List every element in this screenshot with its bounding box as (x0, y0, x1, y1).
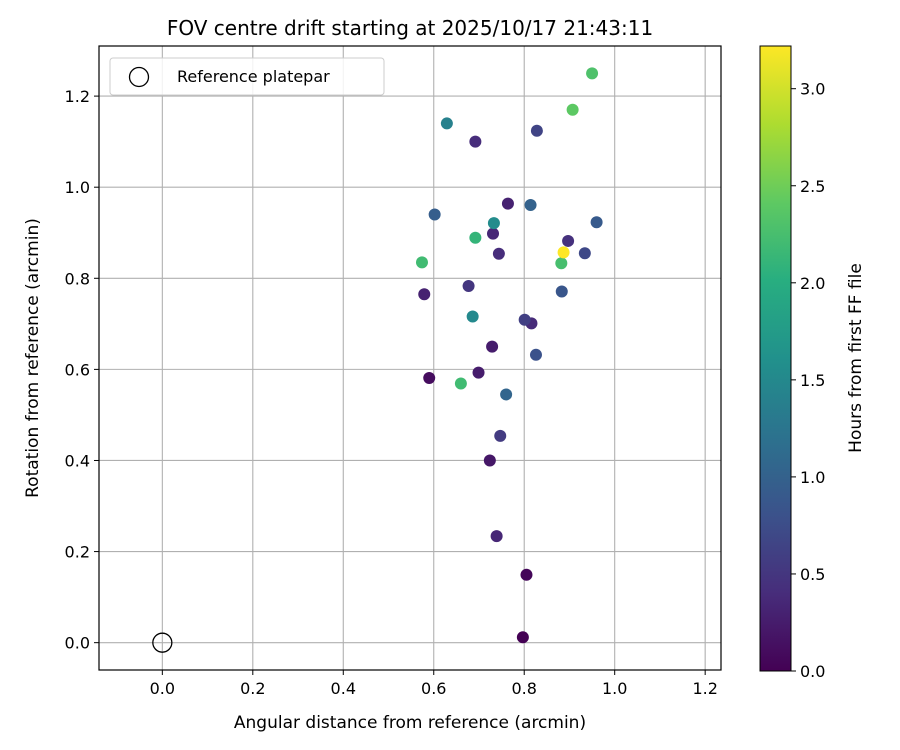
reference-platepar-marker (152, 632, 173, 653)
data-point (487, 217, 500, 230)
legend-marker-open-circle (128, 66, 150, 88)
data-points (415, 67, 603, 644)
y-tick-label: 0.0 (65, 634, 90, 653)
data-point (566, 103, 579, 116)
y-tick-label: 0.4 (65, 451, 90, 470)
data-point (490, 530, 503, 543)
data-point (529, 348, 542, 361)
colorbar-tick-label: 1.0 (800, 468, 825, 487)
y-axis-label: Rotation from reference (arcmin) (23, 218, 43, 498)
data-point (483, 454, 496, 467)
data-point (500, 388, 513, 401)
colorbar-tick-label: 2.0 (800, 274, 825, 293)
data-point (440, 117, 453, 130)
y-tick-label: 1.0 (65, 178, 90, 197)
x-axis-ticks: 0.0 0.2 0.4 0.6 0.8 1.0 1.2 (150, 670, 718, 698)
data-point (524, 198, 537, 211)
grid (99, 46, 721, 670)
y-tick-label: 1.2 (65, 87, 90, 106)
data-point (578, 247, 591, 260)
colorbar-label: Hours from first FF file (846, 263, 866, 453)
data-point (466, 310, 479, 323)
data-point (486, 340, 499, 353)
y-tick-label: 0.6 (65, 360, 90, 379)
x-axis-label: Angular distance from reference (arcmin) (234, 713, 586, 733)
x-tick-label: 1.2 (692, 679, 717, 698)
colorbar-tick-label: 3.0 (800, 80, 825, 99)
x-tick-label: 0.6 (421, 679, 446, 698)
data-point (428, 208, 441, 221)
colorbar-gradient (759, 45, 792, 672)
y-tick-label: 0.2 (65, 543, 90, 562)
legend-box (109, 57, 385, 96)
data-point (516, 631, 529, 644)
x-tick-label: 0.8 (511, 679, 536, 698)
colorbar-tick-label: 2.5 (800, 177, 825, 196)
data-point (487, 227, 500, 240)
data-point (562, 234, 575, 247)
y-axis-ticks: 0.0 0.2 0.4 0.6 0.8 1.0 1.2 (65, 87, 99, 653)
data-point (520, 568, 533, 581)
data-point (492, 247, 505, 260)
data-point (423, 372, 436, 385)
data-point (557, 246, 570, 259)
data-point (469, 135, 482, 148)
data-point (555, 257, 568, 270)
reference-point-layer (152, 632, 173, 653)
legend-label-reference-platepar: Reference platepar (177, 67, 330, 86)
x-tick-label: 0.0 (150, 679, 175, 698)
colorbar: 0.0 0.5 1.0 1.5 2.0 2.5 3.0 Hours from first F… (759, 45, 866, 681)
data-point (501, 197, 514, 210)
data-point (555, 285, 568, 298)
data-point (530, 124, 543, 137)
data-point (454, 377, 467, 390)
colorbar-ticks: 0.0 0.5 1.0 1.5 2.0 2.5 3.0 (791, 80, 825, 681)
colorbar-tick-label: 1.5 (800, 371, 825, 390)
x-tick-label: 1.0 (602, 679, 627, 698)
data-point (418, 288, 431, 301)
colorbar-tick-label: 0.0 (800, 662, 825, 681)
data-point (415, 256, 428, 269)
chart-title: FOV centre drift starting at 2025/10/17 … (167, 16, 653, 40)
data-point (518, 313, 531, 326)
colorbar-tick-label: 0.5 (800, 565, 825, 584)
legend: Reference platepar (109, 57, 385, 96)
plot-frame (98, 45, 722, 671)
y-tick-label: 0.8 (65, 269, 90, 288)
data-point (462, 280, 475, 293)
data-point (586, 67, 599, 80)
x-tick-label: 0.2 (240, 679, 265, 698)
data-point (469, 231, 482, 244)
data-point (494, 429, 507, 442)
x-tick-label: 0.4 (331, 679, 356, 698)
data-point (472, 366, 485, 379)
data-point (590, 216, 603, 229)
